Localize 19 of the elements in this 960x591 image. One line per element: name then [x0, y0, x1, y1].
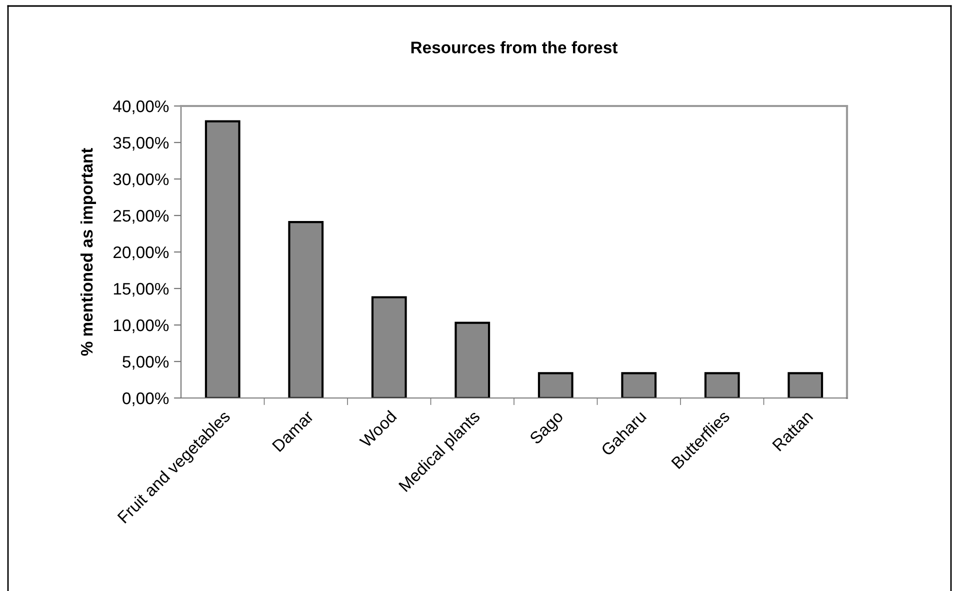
bar — [454, 322, 490, 398]
y-tick-label: 25,00% — [114, 210, 169, 224]
y-tick-label: 10,00% — [114, 319, 169, 334]
y-tick-label: 35,00% — [113, 136, 169, 151]
y-tick-label: 30,00% — [113, 173, 169, 188]
y-tick-label: 5,00% — [122, 356, 169, 370]
bar — [538, 372, 574, 398]
bar — [704, 372, 740, 398]
y-tick-label: 15,00% — [114, 282, 169, 297]
y-tick-label: 0,00% — [122, 392, 169, 406]
bar — [788, 372, 824, 398]
y-axis-title: % mentioned as important — [80, 148, 96, 356]
chart-title: Resources from the forest — [411, 41, 618, 54]
y-tick-label: 40,00% — [113, 100, 169, 114]
bar — [288, 221, 324, 398]
y-tick-label: 20,00% — [114, 246, 169, 260]
bar — [371, 296, 407, 398]
bar — [621, 372, 657, 398]
bar — [204, 120, 240, 398]
